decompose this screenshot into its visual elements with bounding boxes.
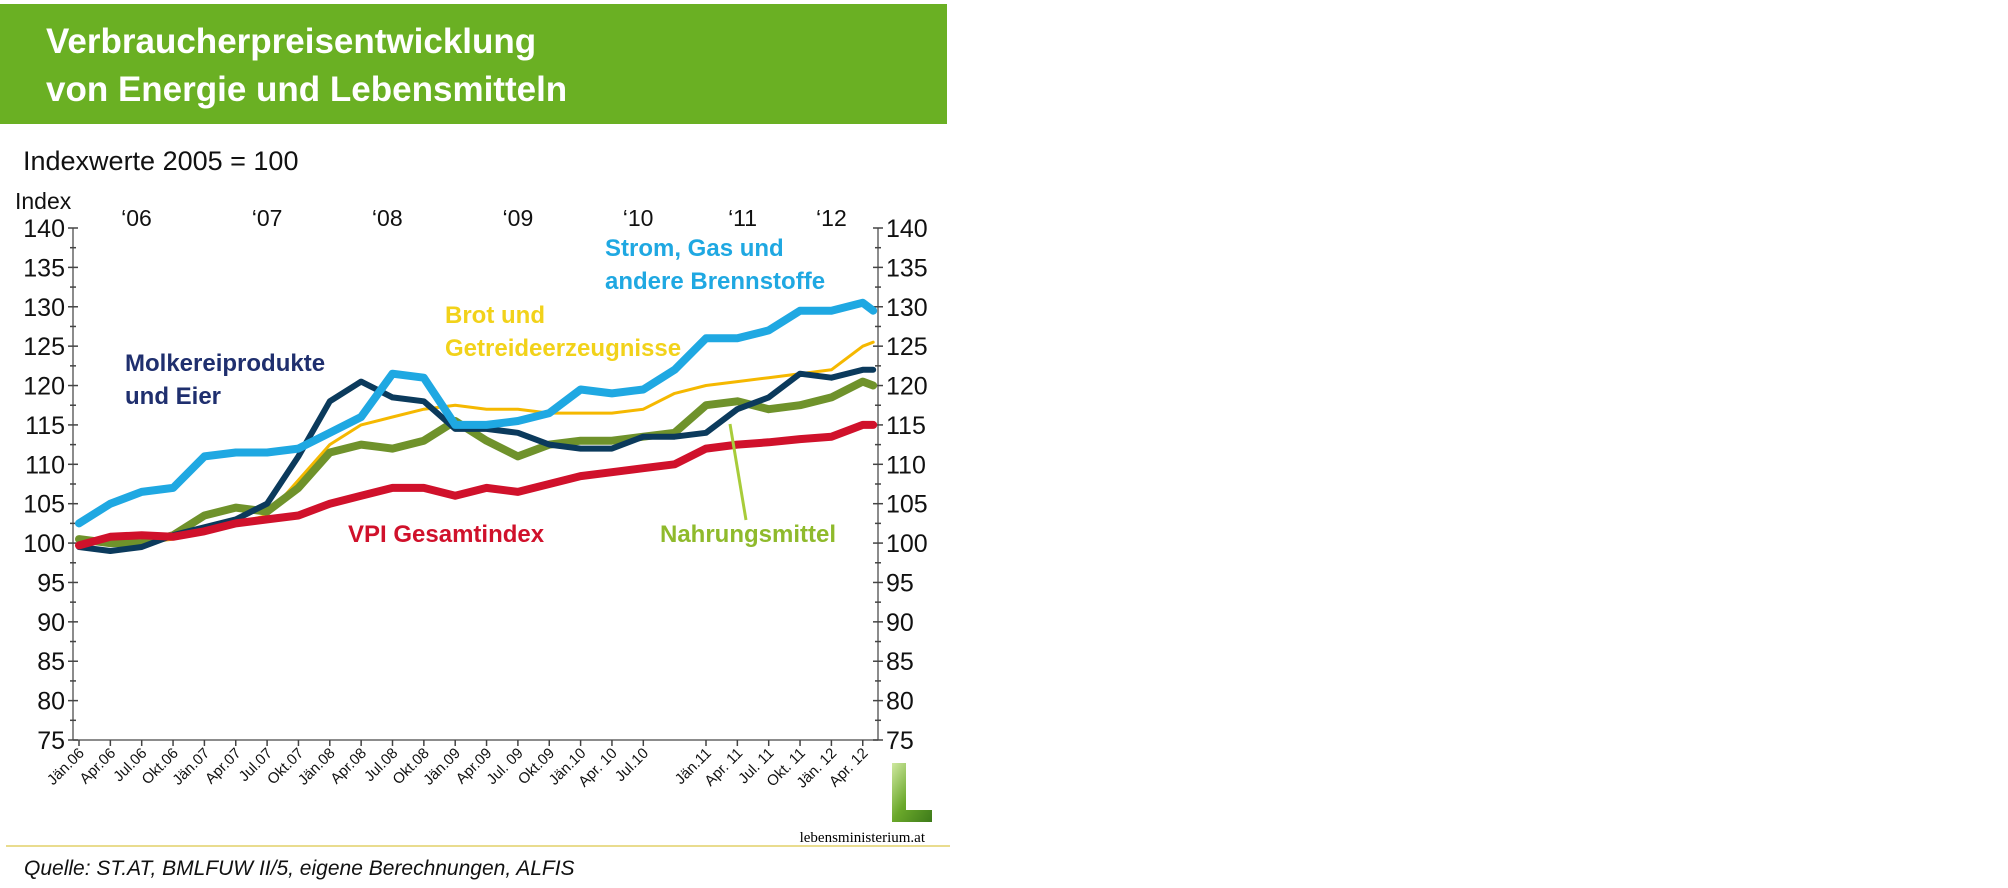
y-tick-label-left: 95 — [37, 569, 65, 597]
year-label: ‘07 — [252, 205, 283, 231]
series-line-4 — [75, 420, 878, 550]
y-tick-label-right: 130 — [886, 294, 928, 322]
y-axis-title: Index — [15, 188, 72, 214]
series-label-0: Strom, Gas und — [605, 235, 784, 262]
x-tick-label: Jul.10 — [612, 745, 652, 785]
y-tick-label-left: 90 — [37, 609, 65, 637]
year-label: ‘10 — [623, 205, 654, 231]
year-label: ‘09 — [503, 205, 534, 231]
series-label-4: VPI Gesamtindex — [348, 521, 545, 548]
title-banner: Verbraucherpreisentwicklung von Energie … — [0, 4, 947, 124]
y-tick-label-left: 130 — [23, 294, 65, 322]
series-label-2: und Eier — [125, 383, 221, 410]
y-tick-label-right: 135 — [886, 254, 928, 282]
y-tick-label-left: 140 — [23, 215, 65, 243]
series-label-3: Nahrungsmittel — [660, 521, 836, 548]
series-label-0: andere Brennstoffe — [605, 268, 825, 295]
line-chart: Index 75 75 80 80 85 85 90 90 95 95 100 100 105 105 110… — [15, 188, 932, 846]
y-tick-label-left: 135 — [23, 254, 65, 282]
x-tick-label: Apr.06 — [76, 745, 119, 788]
y-tick-label-right: 100 — [886, 530, 928, 558]
title-line-1: Verbraucherpreisentwicklung — [46, 22, 537, 61]
chart-subtitle: Indexwerte 2005 = 100 — [23, 146, 299, 176]
series-label-2: Molkereiprodukte — [125, 350, 325, 377]
y-tick-label-left: 125 — [23, 333, 65, 361]
year-label: ‘06 — [121, 205, 152, 231]
y-tick-label-left: 100 — [23, 530, 65, 558]
y-tick-label-left: 75 — [37, 727, 65, 755]
y-tick-label-right: 105 — [886, 491, 928, 519]
footer-divider — [6, 845, 950, 847]
year-label: ‘08 — [372, 205, 403, 231]
series-labels: Strom, Gas und andere Brennstoffe Brot und… — [125, 235, 836, 548]
y-tick-label-left: 85 — [37, 648, 65, 676]
logo-text: lebensministerium.at — [800, 830, 926, 846]
y-tick-label-left: 105 — [23, 491, 65, 519]
y-tick-label-right: 120 — [886, 373, 928, 401]
y-tick-label-left: 115 — [25, 412, 65, 440]
y-tick-label-right: 90 — [886, 609, 914, 637]
y-tick-label-right: 110 — [886, 451, 926, 479]
title-line-2: von Energie und Lebensmitteln — [46, 70, 568, 109]
source-note: Quelle: ST.AT, BMLFUW II/5, eigene Berec… — [24, 857, 575, 880]
y-tick-label-left: 120 — [23, 373, 65, 401]
y-tick-label-right: 95 — [886, 569, 914, 597]
series-label-1: Brot und — [445, 302, 545, 329]
year-label: ‘11 — [728, 205, 757, 231]
y-tick-label-left: 80 — [37, 688, 65, 716]
series-line-3 — [75, 377, 878, 548]
y-tick-label-right: 140 — [886, 215, 928, 243]
y-tick-label-right: 125 — [886, 333, 928, 361]
lebensministerium-logo: lebensministerium.at — [800, 763, 932, 846]
y-tick-label-right: 115 — [886, 412, 926, 440]
series-lines — [75, 298, 878, 554]
x-tick-label: Apr.07 — [202, 745, 245, 788]
logo-l-icon — [892, 763, 932, 822]
y-tick-label-right: 75 — [886, 727, 914, 755]
y-tick-label-right: 85 — [886, 648, 914, 676]
x-tick-label: Apr.08 — [327, 745, 370, 788]
year-label: ‘12 — [816, 205, 847, 231]
nahrungsmittel-pointer-line — [728, 423, 748, 521]
series-label-1: Getreideerzeugnisse — [445, 335, 681, 362]
y-tick-label-right: 80 — [886, 688, 914, 716]
y-tick-label-left: 110 — [25, 451, 65, 479]
series-line-0 — [75, 298, 878, 528]
